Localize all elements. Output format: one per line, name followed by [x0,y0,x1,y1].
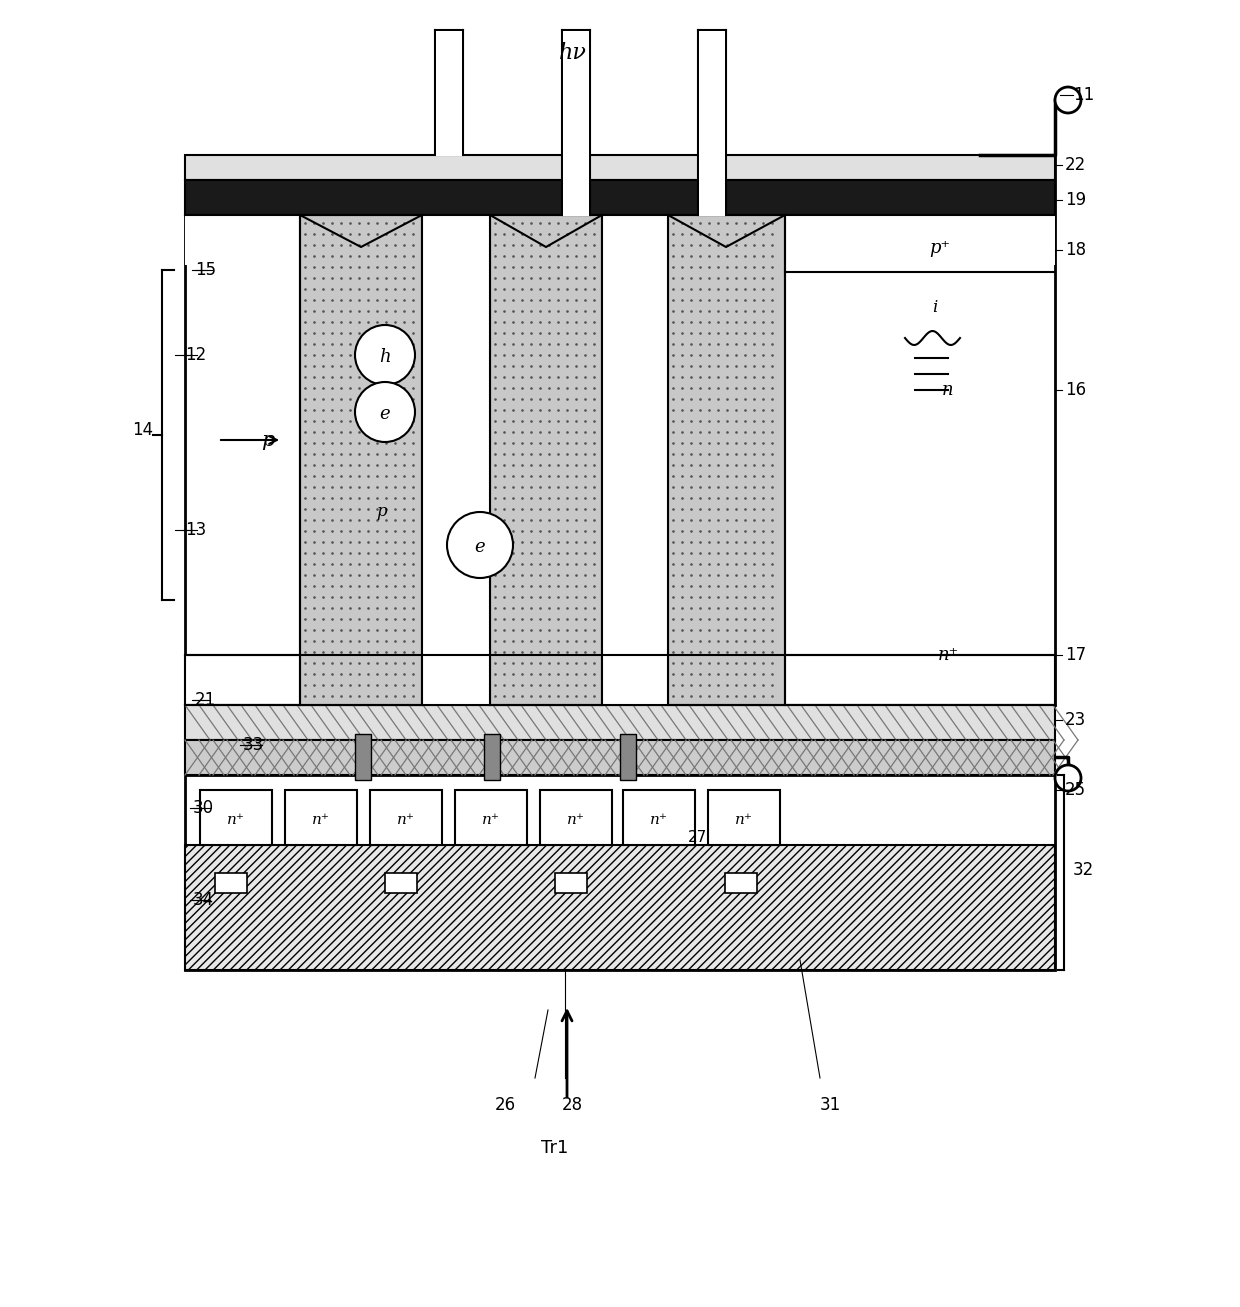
Text: 32: 32 [1073,861,1094,880]
Bar [484,735,500,780]
Bar [285,789,357,846]
Bar [185,156,1055,180]
Bar [601,214,668,704]
Circle shape [446,512,513,578]
Text: 31: 31 [820,1097,841,1114]
Bar [185,775,1055,970]
Text: 33: 33 [243,736,264,754]
Text: n⁺: n⁺ [227,813,246,827]
Bar [725,873,756,893]
Text: hν: hν [559,42,587,64]
Circle shape [1055,88,1081,112]
Text: p: p [377,503,387,520]
Bar [185,655,1055,704]
Bar [556,873,587,893]
Circle shape [355,382,415,442]
Text: 26: 26 [495,1097,516,1114]
Text: n⁺: n⁺ [735,813,753,827]
Bar [708,789,780,846]
Text: 14: 14 [133,421,154,439]
Bar [200,789,272,846]
Bar [370,789,441,846]
Bar [436,31,463,156]
Text: 25: 25 [1065,782,1086,799]
Text: 34: 34 [193,891,215,908]
Bar [185,156,1055,704]
Circle shape [355,325,415,386]
Text: n⁺: n⁺ [650,813,668,827]
Text: n: n [942,382,954,399]
Bar [422,214,490,704]
Text: 19: 19 [1065,191,1086,209]
Bar [185,846,1055,970]
Text: p⁺: p⁺ [930,239,951,257]
Bar [699,31,725,216]
Text: 18: 18 [1065,240,1086,259]
Text: n⁺: n⁺ [312,813,330,827]
Bar [384,873,417,893]
Text: h: h [379,348,391,366]
Text: 23: 23 [1065,711,1086,729]
Text: i: i [932,299,937,316]
Text: n⁺: n⁺ [567,813,585,827]
Text: 22: 22 [1065,156,1086,174]
Text: 13: 13 [185,521,206,538]
Bar [539,789,613,846]
Text: 30: 30 [193,799,215,817]
Circle shape [1055,765,1081,791]
Bar [185,214,1055,265]
Text: 16: 16 [1065,382,1086,399]
Text: 21: 21 [195,691,216,708]
Bar [300,214,422,704]
Text: Tr1: Tr1 [542,1138,569,1157]
Bar [185,180,1055,214]
Text: 17: 17 [1065,646,1086,664]
Text: 15: 15 [195,261,216,278]
Text: 11: 11 [1073,86,1094,105]
Bar [185,704,1055,740]
Bar [563,31,589,216]
Bar [215,873,247,893]
Bar [622,789,694,846]
Text: e: e [379,405,391,423]
Bar [620,735,636,780]
Text: p: p [262,430,275,450]
Bar [490,214,601,704]
Text: 27: 27 [688,830,707,846]
Bar [455,789,527,846]
Text: n⁺: n⁺ [482,813,500,827]
Text: n⁺: n⁺ [937,646,959,664]
Text: 12: 12 [185,346,206,365]
Text: n⁺: n⁺ [397,813,415,827]
Bar [668,214,785,704]
Text: 28: 28 [562,1097,583,1114]
Bar [185,740,1055,775]
Bar [355,735,371,780]
Text: e: e [475,538,485,555]
